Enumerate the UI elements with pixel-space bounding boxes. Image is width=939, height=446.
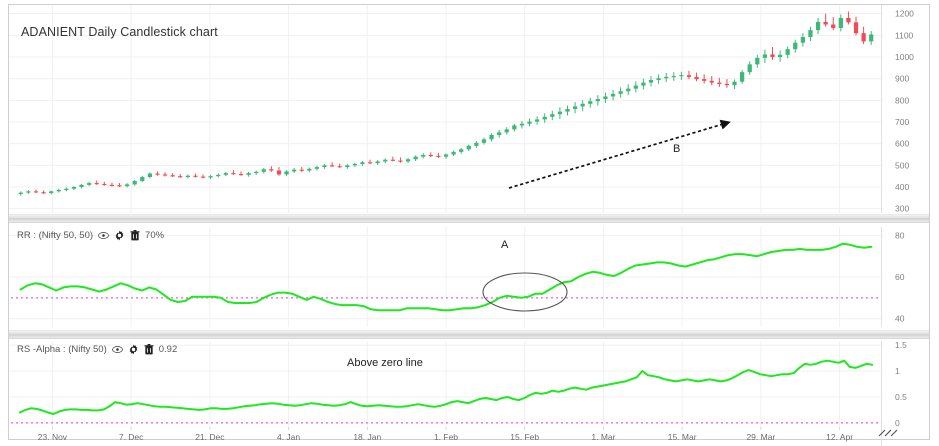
svg-text:60: 60 [895,272,905,282]
svg-text:23. Nov: 23. Nov [38,432,68,442]
svg-text:300: 300 [895,204,909,213]
eye-icon[interactable] [98,231,109,240]
svg-text:1200: 1200 [895,9,914,19]
svg-text:500: 500 [895,160,909,170]
svg-text:80: 80 [895,230,905,240]
rr-legend-value: 70% [145,230,165,241]
svg-text:4. Jan: 4. Jan [277,432,300,442]
trash-icon[interactable] [144,344,154,355]
scroll-to-realtime-icon[interactable] [877,428,911,438]
svg-text:0: 0 [895,418,900,427]
price-chart-svg[interactable]: 300 400 500 600 700 800 900 1000 1100 1200 [9,5,929,213]
price-panel[interactable]: 300 400 500 600 700 800 900 1000 1100 1200 ADANIE… [9,5,929,213]
svg-text:700: 700 [895,117,909,127]
svg-text:12. Apr: 12. Apr [826,432,853,442]
trash-icon[interactable] [130,230,140,241]
svg-text:15. Mar: 15. Mar [668,432,697,442]
rs-legend[interactable]: RS -Alpha : (Nifty 50) 0.92 [17,344,177,355]
rr-legend[interactable]: RR : (Nifty 50, 50) 70% [17,230,164,241]
svg-text:600: 600 [895,139,909,149]
date-axis: 23. Nov 7. Dec 21. Dec 4. Jan 18. Jan 1. Feb 1… [9,427,929,446]
svg-text:18. Jan: 18. Jan [353,432,381,442]
svg-text:1.5: 1.5 [895,341,907,350]
circle-annotation-label: A [501,239,509,251]
chart-frame: 300 400 500 600 700 800 900 1000 1100 1200 ADANIE… [8,4,930,446]
svg-text:1: 1 [895,366,900,376]
svg-text:21. Dec: 21. Dec [195,432,225,442]
svg-text:29. Mar: 29. Mar [746,432,775,442]
trend-arrow-label: B [673,143,681,155]
panel-divider-1[interactable] [9,214,929,223]
svg-text:7. Dec: 7. Dec [119,432,144,442]
svg-text:800: 800 [895,95,909,105]
rs-legend-title: RS -Alpha : (Nifty 50) [17,344,107,355]
svg-text:15. Feb: 15. Feb [510,432,539,442]
svg-text:900: 900 [895,74,909,84]
svg-text:1000: 1000 [895,52,914,62]
gear-icon[interactable] [114,230,125,241]
rr-chart-svg[interactable]: 40 60 80 [9,227,929,327]
svg-text:0.5: 0.5 [895,392,907,402]
svg-text:1100: 1100 [895,30,914,40]
date-axis-svg: 23. Nov 7. Dec 21. Dec 4. Jan 18. Jan 1. Feb 1… [38,427,882,446]
eye-icon[interactable] [111,345,123,354]
page-title: ADANIENT Daily Candlestick chart [21,25,218,39]
above-zero-note: Above zero line [347,357,423,369]
panel-divider-2[interactable] [9,330,929,339]
svg-text:1. Feb: 1. Feb [434,432,458,442]
svg-text:1. Mar: 1. Mar [591,432,615,442]
gear-icon[interactable] [128,344,139,355]
svg-text:400: 400 [895,182,909,192]
rr-panel[interactable]: 40 60 80 RR : (Nifty 50, 50) 70% A [9,227,929,327]
rr-legend-title: RR : (Nifty 50, 50) [17,230,94,241]
rs-alpha-chart-svg[interactable]: 0 0.5 1 1.5 [9,341,929,427]
rs-alpha-panel[interactable]: 0 0.5 1 1.5 RS -Alpha : (Nifty 50) 0.92 Abo… [9,341,929,427]
svg-text:40: 40 [895,314,905,324]
rs-legend-value: 0.92 [158,344,178,355]
